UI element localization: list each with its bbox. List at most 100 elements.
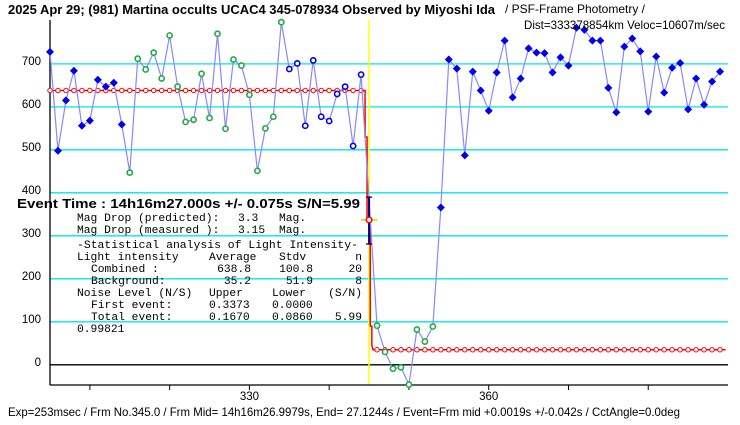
model-point	[143, 87, 149, 94]
data-point	[516, 74, 525, 83]
data-point	[109, 78, 118, 87]
background-average: 35.2	[224, 276, 251, 288]
data-point	[580, 25, 589, 34]
data-point	[198, 70, 205, 78]
model-point	[693, 347, 699, 353]
y-tick-label: 500	[22, 142, 41, 154]
model-point	[214, 87, 221, 94]
data-point	[182, 118, 189, 126]
data-point	[206, 114, 213, 122]
model-point	[63, 87, 69, 94]
data-point	[405, 381, 413, 388]
data-point	[214, 30, 221, 38]
model-point	[493, 347, 500, 353]
data-point	[357, 71, 365, 78]
model-point	[486, 347, 492, 353]
first-event-label: First event:	[91, 300, 172, 312]
combined-stdv: 100.8	[279, 264, 313, 276]
mag-predicted-label: Mag Drop (predicted):	[77, 213, 219, 225]
y-tick-label: 700	[22, 56, 41, 68]
data-point	[604, 83, 613, 92]
model-point	[621, 347, 628, 353]
model-point	[222, 87, 229, 94]
mag-measured-label: Mag Drop (measured ):	[77, 225, 219, 237]
model-point	[206, 87, 213, 94]
noise-header-label: Noise Level (N/S)	[77, 288, 192, 300]
background-label: Background:	[91, 276, 166, 288]
combined-label: Combined :	[91, 264, 159, 276]
model-point	[629, 347, 635, 353]
data-point	[134, 55, 142, 63]
data-point	[476, 86, 485, 95]
data-point	[317, 113, 325, 121]
data-point	[668, 63, 677, 72]
mag-drop-measured: Mag Drop (measured ): 3.15 Mag.	[77, 225, 306, 237]
background-stdv: 51.9	[286, 276, 313, 288]
data-point	[158, 75, 166, 82]
data-point	[126, 169, 134, 177]
model-point	[47, 87, 53, 94]
total-event-upper: 0.1670	[209, 312, 250, 324]
method-label: / PSF-Frame Photometry /	[505, 2, 646, 16]
average-header: Average	[209, 252, 257, 264]
data-point	[325, 117, 333, 125]
model-point	[701, 347, 707, 353]
data-point	[77, 121, 86, 130]
total-event-row: Total event: 0.1670 0.0860 5.99	[91, 312, 362, 324]
data-point	[293, 60, 301, 67]
model-point	[565, 347, 572, 353]
first-event-row: First event: 0.3373 0.0000	[91, 300, 313, 312]
model-point	[645, 347, 651, 353]
event-marker	[361, 196, 378, 245]
data-point	[452, 64, 461, 73]
data-point	[222, 125, 229, 133]
combined-average: 638.8	[217, 264, 251, 276]
data-point	[532, 48, 541, 57]
x-tick-label: 360	[479, 391, 498, 403]
axes: 330 360 0 100 200 300 400 500 600 700	[22, 20, 728, 403]
data-point	[238, 62, 245, 69]
light-curve-line	[49, 22, 721, 387]
upper-header: Upper	[209, 288, 243, 300]
intensity-header-row: Light intensity Average Stdv n	[77, 252, 362, 264]
data-point	[341, 83, 349, 91]
model-point	[55, 87, 61, 94]
data-point	[644, 107, 653, 116]
model-point	[79, 87, 85, 94]
total-event-sn: 5.99	[335, 312, 362, 324]
n-header: n	[355, 252, 362, 264]
chart-title: 2025 Apr 29; (981) Martina occults UCAC4…	[8, 3, 496, 17]
data-point	[61, 96, 70, 105]
model-point	[597, 347, 604, 353]
lower-header: Lower	[272, 288, 306, 300]
data-point	[492, 68, 501, 77]
model-point	[470, 347, 476, 353]
model-point	[422, 347, 428, 353]
data-point	[150, 49, 158, 57]
data-point	[69, 66, 78, 75]
y-tick-label: 100	[22, 314, 41, 326]
data-point	[636, 47, 645, 56]
data-point	[285, 65, 293, 73]
model-point	[414, 347, 420, 353]
data-point	[508, 93, 517, 102]
data-point	[85, 116, 94, 125]
data-point	[652, 52, 661, 61]
model-point	[294, 87, 300, 94]
model-point	[517, 347, 524, 353]
model-point	[127, 87, 133, 94]
data-point	[429, 323, 437, 330]
model-point	[150, 87, 157, 94]
data-point	[333, 90, 341, 98]
model-point	[158, 87, 165, 94]
model-point	[677, 347, 683, 353]
model-point	[637, 347, 643, 353]
data-point	[309, 57, 317, 64]
model-point	[238, 87, 245, 94]
data-point	[269, 113, 277, 121]
intensity-header-label: Light intensity	[77, 252, 179, 264]
model-point	[190, 87, 197, 94]
data-point	[596, 36, 605, 45]
background-row: Background: 35.2 51.9 8	[91, 276, 362, 288]
data-point	[612, 108, 621, 117]
